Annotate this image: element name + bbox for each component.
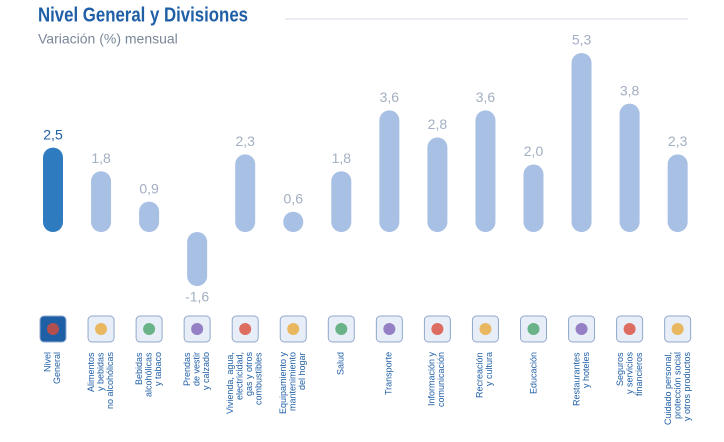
x-tick-label: Restaurantes y hoteles <box>571 352 591 406</box>
bar <box>523 164 544 232</box>
bar <box>571 53 592 232</box>
value-label: 3,8 <box>620 82 640 98</box>
bar <box>331 171 352 232</box>
bar <box>139 201 160 232</box>
bar <box>667 154 688 232</box>
x-tick-label: Nivel General <box>42 352 63 385</box>
x-tick-label: Educación <box>527 352 538 395</box>
bar <box>475 110 496 232</box>
category-icon-detail <box>287 323 300 335</box>
x-tick-label: Bebidas alcohólicas y tabaco <box>133 352 163 397</box>
value-label: -1,6 <box>185 289 209 305</box>
bar <box>283 211 304 232</box>
x-tick-label: Salud <box>335 352 346 376</box>
chart-subtitle: Variación (%) mensual <box>38 31 178 47</box>
category-icon-detail <box>479 323 492 335</box>
category-icon-detail <box>191 323 204 335</box>
value-label: 2,3 <box>235 133 255 149</box>
category-icon-detail <box>143 323 156 335</box>
category-icon-detail <box>575 323 588 335</box>
chart-title: Nivel General y Divisiones <box>38 4 248 26</box>
category-icon-detail <box>671 323 684 335</box>
category-icon-detail <box>95 323 108 335</box>
value-label: 2,5 <box>43 126 63 142</box>
category-icon-detail <box>431 323 444 335</box>
value-label: 2,0 <box>524 143 544 159</box>
value-label: 3,6 <box>476 89 496 105</box>
x-tick-label: Recreación y cultura <box>474 352 495 398</box>
value-label: 1,8 <box>332 150 352 166</box>
value-label: 1,8 <box>91 150 111 166</box>
category-icon-detail <box>383 323 396 335</box>
value-label: 0,9 <box>139 180 159 196</box>
value-label: 3,6 <box>380 89 400 105</box>
bar <box>43 147 63 232</box>
bar <box>379 110 400 232</box>
category-icon-detail <box>623 323 636 335</box>
category-icon-detail <box>47 323 59 335</box>
category-icon-detail <box>335 323 348 335</box>
bar <box>619 103 640 233</box>
value-label: 0,6 <box>284 190 304 206</box>
category-icon-detail <box>239 323 252 335</box>
x-tick-label: Transporte <box>383 352 394 396</box>
category-icon-detail <box>527 323 540 335</box>
bar <box>187 232 208 287</box>
bar <box>91 171 112 232</box>
x-tick-label: Vivienda, agua, electricidad, gas y otro… <box>225 352 264 414</box>
x-tick-label: Prendas de vestir y calzado <box>181 352 211 391</box>
bar <box>235 154 256 232</box>
x-tick-label: Alimentos y bebidas no alcohólicas <box>85 352 115 410</box>
value-label: 5,3 <box>572 32 592 48</box>
x-tick-label: Información y comunicación <box>426 352 447 408</box>
x-tick-label: Seguros y servicios financieros <box>614 352 644 396</box>
value-label: 2,3 <box>668 133 688 149</box>
value-label: 2,8 <box>428 116 448 132</box>
x-tick-label: Cuidado personal, protección social y ot… <box>662 352 692 426</box>
x-tick-label: Equipamiento y mantenimiento del hogar <box>278 352 307 415</box>
bar <box>427 137 448 232</box>
